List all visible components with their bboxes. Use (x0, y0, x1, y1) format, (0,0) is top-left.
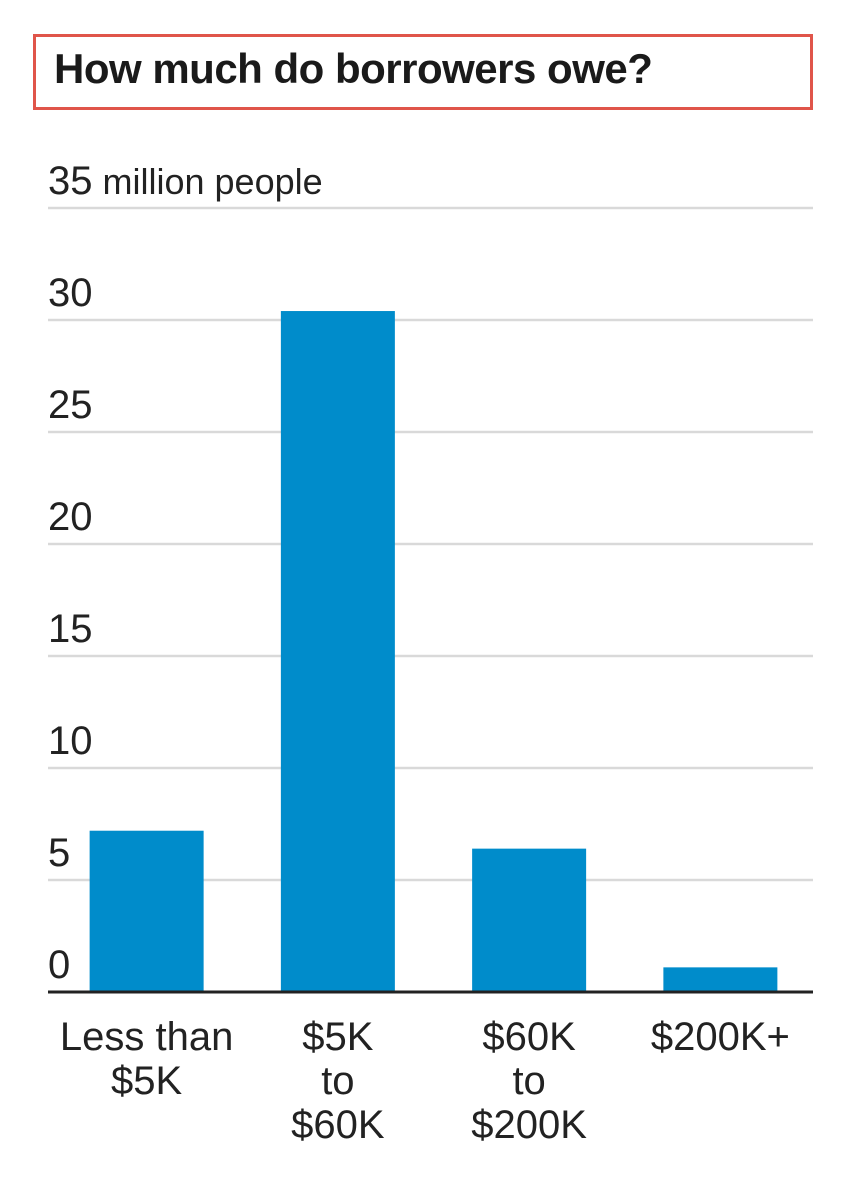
x-tick-label: Less than (60, 1015, 233, 1059)
bar (280, 311, 395, 992)
x-tick-label: $5K (111, 1059, 182, 1103)
x-tick-label: $5K (302, 1015, 373, 1059)
bar (663, 967, 778, 992)
y-tick-label: 15 (48, 607, 93, 651)
unit-label: million people (93, 161, 323, 202)
y-tick-label: 0 (48, 943, 70, 987)
y-tick-label: 20 (48, 495, 93, 539)
y-tick-label: 35 million people (48, 159, 323, 203)
x-tick-label: $200K (471, 1103, 587, 1147)
y-tick-label: 25 (48, 383, 93, 427)
x-tick-label: to (321, 1059, 354, 1103)
title-box: How much do borrowers owe? (33, 34, 813, 110)
bar (89, 830, 204, 992)
chart-title: How much do borrowers owe? (54, 45, 653, 92)
y-tick-label: 5 (48, 831, 70, 875)
x-tick-label: $60K (291, 1103, 385, 1147)
bar (472, 848, 587, 992)
x-tick-label: $60K (482, 1015, 576, 1059)
y-tick-label: 10 (48, 719, 93, 763)
x-tick-label: to (512, 1059, 545, 1103)
y-tick-label: 30 (48, 271, 93, 315)
x-tick-label: $200K+ (651, 1015, 790, 1059)
